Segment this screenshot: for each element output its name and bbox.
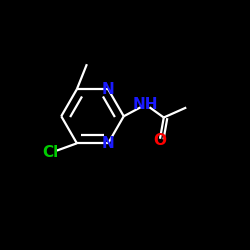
Text: NH: NH <box>132 98 158 112</box>
Text: N: N <box>102 82 115 97</box>
Text: Cl: Cl <box>42 144 59 160</box>
Text: N: N <box>102 136 115 151</box>
Text: O: O <box>154 133 166 148</box>
